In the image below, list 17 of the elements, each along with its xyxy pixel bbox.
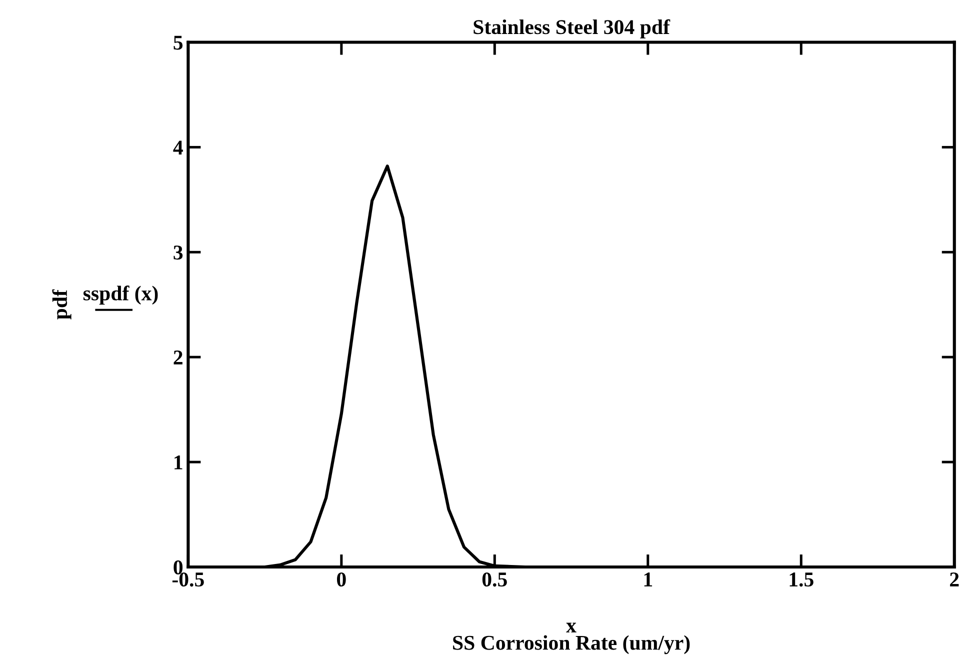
chart-title: Stainless Steel 304 pdf [474, 19, 670, 38]
y-tick-label: 3 [174, 246, 183, 260]
y-tick-label: 1 [174, 456, 182, 470]
x-tick-label: 0.5 [482, 572, 507, 587]
text: x [566, 622, 576, 632]
y-axis-title: sspdf (x) [83, 286, 158, 305]
x-tick-label: 1.5 [790, 572, 814, 587]
y-tick-label: 2 [174, 350, 182, 364]
x-tick-label: 1 [644, 572, 652, 586]
y-tick-label: 4 [173, 140, 183, 154]
y-tick-label: 0 [174, 560, 183, 574]
x-tick-label: 0 [337, 572, 346, 587]
text: pdf [52, 289, 72, 320]
x-axis-title: SS Corrosion Rate (um/yr) [453, 635, 690, 654]
y-tick-label: 5 [174, 36, 183, 50]
x-tick-label: 2 [950, 572, 959, 586]
x-tick-label: -0.5 [172, 572, 204, 587]
